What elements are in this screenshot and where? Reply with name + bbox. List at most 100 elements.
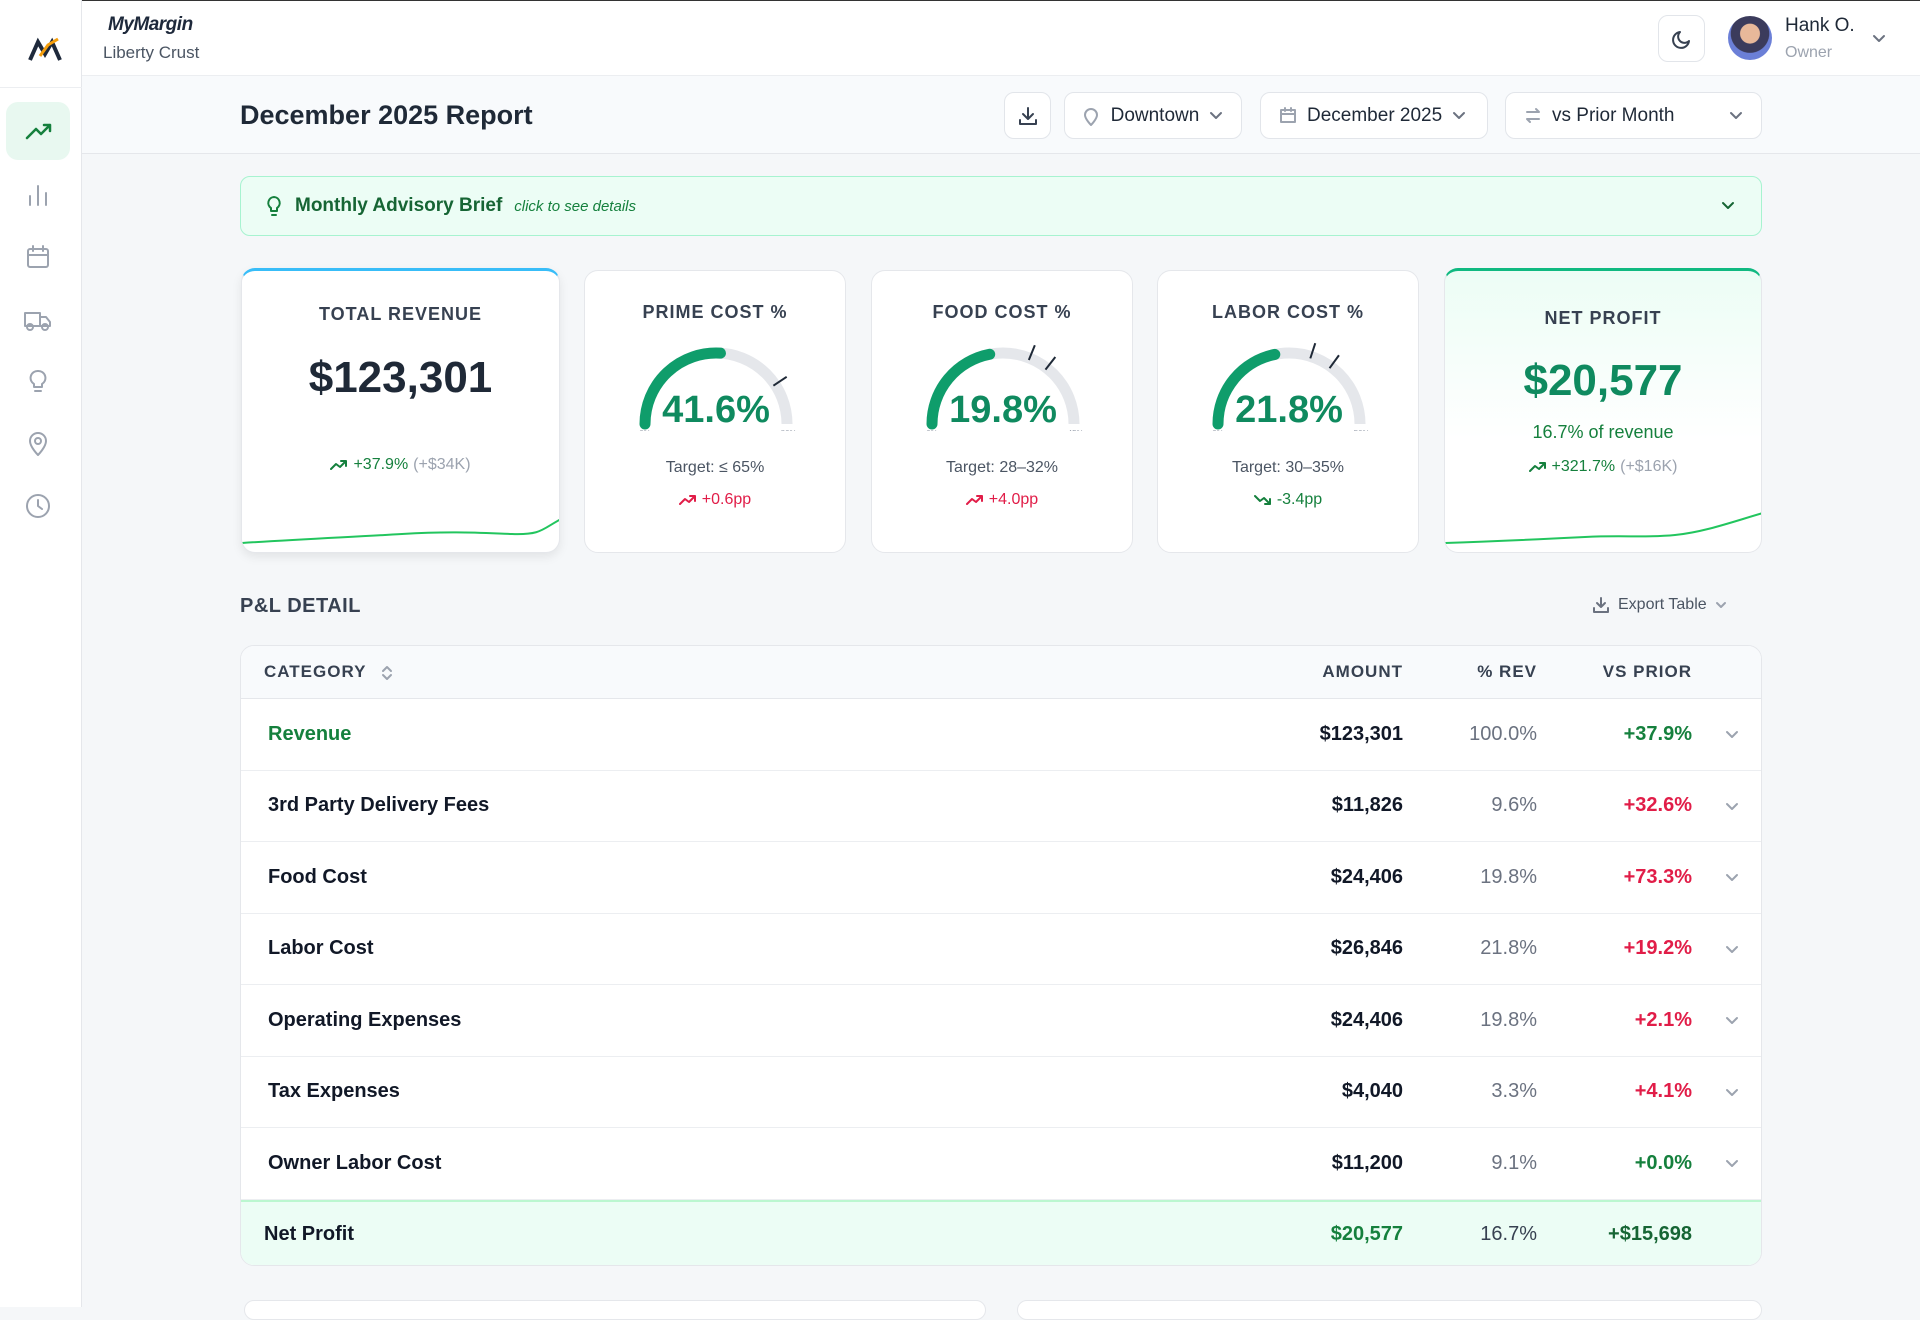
filter-label: Downtown — [1110, 104, 1200, 126]
brand-name: MyMargin — [108, 14, 193, 35]
nav-history[interactable] — [24, 492, 52, 520]
user-menu-chevron — [1873, 35, 1885, 42]
category-cell: Owner Labor Cost — [268, 1151, 442, 1174]
trend-icon — [1253, 495, 1271, 505]
download-button[interactable] — [1004, 92, 1051, 139]
top-bar — [82, 0, 1920, 76]
category-cell: Labor Cost — [268, 937, 374, 960]
nav-delivery[interactable] — [23, 307, 53, 333]
card-label: FOOD COST % — [932, 302, 1072, 322]
filter-label: December 2025 — [1307, 104, 1443, 126]
filter-chevron — [1453, 111, 1466, 119]
change-value: +37.9% — [353, 456, 409, 473]
gauge-fill — [639, 347, 726, 430]
card-value: $20,577 — [1523, 356, 1683, 405]
target-text: Target: ≤ 65% — [665, 459, 765, 476]
moon-icon — [1671, 30, 1690, 49]
user-name[interactable]: Hank O. — [1785, 15, 1855, 36]
export-button[interactable]: Export Table — [1592, 596, 1727, 614]
gauge-value: 19.8% — [949, 389, 1057, 431]
filter-dropdown[interactable]: Downtown — [1064, 92, 1242, 139]
row-chevron — [1726, 1017, 1738, 1024]
pct-rev-cell: 100.0% — [1469, 722, 1537, 745]
row-chevron — [1726, 945, 1738, 953]
filter-dropdown[interactable]: vs Prior Month — [1505, 92, 1762, 139]
pct-rev-cell: 3.3% — [1491, 1080, 1537, 1103]
gauge-min-label: 0% — [926, 429, 938, 431]
change-delta: (+$34K) — [413, 456, 471, 473]
nav-locations[interactable] — [25, 430, 51, 458]
nav-calendar[interactable] — [25, 244, 51, 270]
table-row[interactable]: Food Cost $24,406 19.8% +73.3% — [241, 842, 1761, 914]
section-title: P&L DETAIL — [240, 595, 361, 617]
trend-icon — [965, 495, 983, 505]
trend-icon — [678, 495, 696, 505]
table-row[interactable]: Owner Labor Cost $11,200 9.1% +0.0% — [241, 1128, 1761, 1200]
amount-cell: $4,040 — [1341, 1080, 1403, 1103]
table-row[interactable]: Labor Cost $26,846 21.8% +19.2% — [241, 914, 1761, 985]
column-header: % REV — [1477, 662, 1537, 681]
gauge: 0% 50%+ 21.8% — [1212, 342, 1375, 431]
row-chevron — [1726, 874, 1738, 881]
pct-rev-cell: 9.1% — [1491, 1151, 1537, 1174]
gauge-max-label: 45%+ — [1068, 429, 1089, 431]
export-icon — [1593, 597, 1609, 613]
gauge-value: 21.8% — [1235, 389, 1343, 431]
report-title: December 2025 Report — [240, 100, 533, 130]
category-cell: Operating Expenses — [268, 1008, 462, 1031]
lightbulb-icon — [267, 196, 281, 216]
pl-table: CATEGORY AMOUNT % REV VS PRIOR Revenue $123,3… — [240, 645, 1762, 1266]
avatar[interactable] — [1728, 16, 1772, 60]
table-row[interactable]: 3rd Party Delivery Fees $11,826 9.6% +32.6% — [241, 771, 1761, 842]
column-header: VS PRIOR — [1602, 662, 1692, 681]
gauge-card: FOOD COST % 0% 45%+ 19.8% Target: 28–32% +4.0… — [871, 270, 1133, 553]
vs-prior-cell: +2.1% — [1634, 1008, 1692, 1031]
sparkline — [1445, 512, 1761, 544]
advisory-banner[interactable]: Monthly Advisory Brief click to see detai… — [240, 176, 1762, 236]
change-value: +321.7% — [1551, 458, 1616, 475]
theme-toggle[interactable] — [1658, 15, 1705, 62]
filter-chevron — [1210, 111, 1223, 119]
amount-cell: $20,577 — [1330, 1223, 1403, 1245]
amount-cell: $11,826 — [1331, 794, 1403, 817]
column-header: AMOUNT — [1322, 662, 1403, 681]
gauge: 0% 80%+ 41.6% — [639, 347, 802, 431]
location-name: Liberty Crust — [103, 43, 200, 62]
table-row[interactable]: Tax Expenses $4,040 3.3% +4.1% — [241, 1057, 1761, 1128]
row-chevron — [1726, 802, 1738, 810]
filter-label: vs Prior Month — [1552, 104, 1675, 126]
filter-icon — [1526, 107, 1540, 123]
gauge-fill — [1212, 348, 1281, 430]
export-label: Export Table — [1618, 596, 1707, 613]
filter-chevron — [1730, 111, 1742, 119]
table-header: CATEGORY AMOUNT % REV VS PRIOR — [241, 646, 1761, 699]
row-chevron — [1726, 731, 1738, 738]
change-row: +4.0pp — [872, 491, 1132, 509]
card-label: PRIME COST % — [642, 302, 788, 322]
nav-ideas[interactable] — [25, 368, 51, 396]
category-cell: Food Cost — [268, 865, 367, 888]
pct-rev-cell: 9.6% — [1491, 794, 1537, 817]
table-row[interactable]: Revenue $123,301 100.0% +37.9% — [241, 699, 1761, 771]
gauge: 0% 45%+ 19.8% — [926, 344, 1089, 431]
category-cell: Revenue — [268, 722, 352, 745]
nav-charts[interactable] — [25, 182, 51, 208]
advisory-chevron — [1722, 202, 1734, 209]
vs-prior-cell: +0.0% — [1634, 1151, 1692, 1174]
nav-active[interactable] — [6, 102, 70, 160]
vs-prior-cell: +37.9% — [1623, 722, 1692, 745]
gauge-min-label: 0% — [1212, 429, 1224, 431]
change-row: +321.7% (+$16K) — [1445, 458, 1761, 476]
target-text: Target: 30–35% — [1231, 459, 1345, 476]
filter-icon — [1280, 106, 1296, 123]
filter-dropdown[interactable]: December 2025 — [1260, 92, 1488, 139]
sort-icon — [382, 666, 392, 680]
category-cell: Tax Expenses — [268, 1080, 400, 1103]
pct-rev-cell: 19.8% — [1480, 865, 1537, 888]
amount-cell: $11,200 — [1331, 1151, 1403, 1174]
category-cell: Net Profit — [264, 1223, 354, 1245]
amount-cell: $24,406 — [1330, 865, 1403, 888]
gauge-max-label: 50%+ — [1354, 429, 1375, 431]
table-row[interactable]: Operating Expenses $24,406 19.8% +2.1% — [241, 985, 1761, 1057]
